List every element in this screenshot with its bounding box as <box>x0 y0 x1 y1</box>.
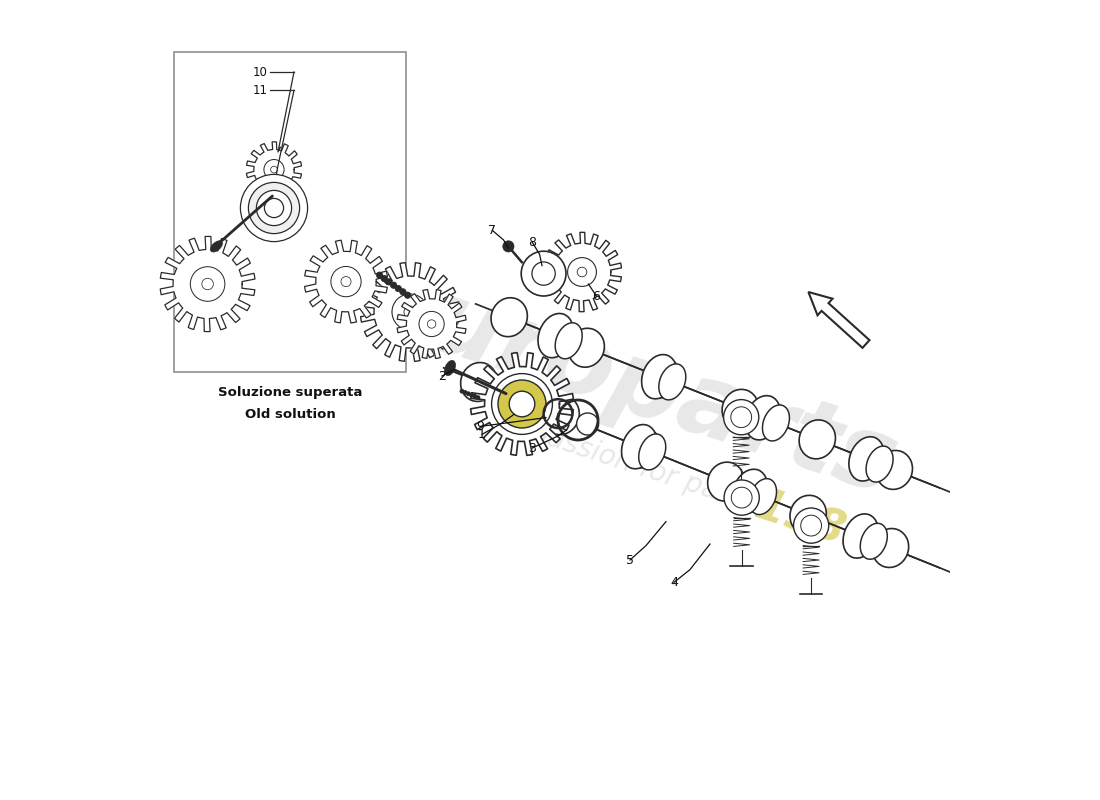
Ellipse shape <box>659 364 685 400</box>
Text: 7: 7 <box>488 224 496 237</box>
Circle shape <box>475 395 481 400</box>
Circle shape <box>341 277 351 286</box>
Circle shape <box>190 266 224 302</box>
Circle shape <box>392 294 428 330</box>
Ellipse shape <box>872 529 909 567</box>
Circle shape <box>724 480 759 515</box>
Text: 2: 2 <box>438 370 446 382</box>
Ellipse shape <box>860 523 888 559</box>
Ellipse shape <box>707 462 744 501</box>
Circle shape <box>405 292 410 298</box>
Circle shape <box>503 241 514 252</box>
Circle shape <box>331 266 361 297</box>
Ellipse shape <box>538 314 573 358</box>
Ellipse shape <box>722 390 758 428</box>
Circle shape <box>256 190 292 226</box>
Ellipse shape <box>745 396 781 440</box>
Circle shape <box>428 320 436 328</box>
Text: a passion for parts: a passion for parts <box>503 410 758 518</box>
FancyBboxPatch shape <box>174 52 406 372</box>
Ellipse shape <box>749 478 777 514</box>
Circle shape <box>578 267 586 277</box>
Ellipse shape <box>491 298 527 337</box>
Text: 3: 3 <box>528 442 537 454</box>
Circle shape <box>492 374 552 434</box>
Circle shape <box>264 159 284 180</box>
Circle shape <box>249 182 299 234</box>
Circle shape <box>395 286 402 292</box>
FancyArrow shape <box>808 292 869 348</box>
Polygon shape <box>471 353 573 455</box>
Ellipse shape <box>568 328 604 367</box>
Polygon shape <box>361 262 460 362</box>
Polygon shape <box>542 232 621 312</box>
Polygon shape <box>443 368 960 576</box>
Text: 1985: 1985 <box>748 484 880 564</box>
Circle shape <box>724 399 759 435</box>
Text: 5: 5 <box>626 554 634 566</box>
Ellipse shape <box>461 362 497 402</box>
Circle shape <box>264 198 284 218</box>
Ellipse shape <box>876 450 913 490</box>
Ellipse shape <box>645 359 681 398</box>
Ellipse shape <box>625 429 662 468</box>
Ellipse shape <box>639 434 665 470</box>
Polygon shape <box>305 240 387 323</box>
Ellipse shape <box>790 495 826 534</box>
Circle shape <box>381 275 387 282</box>
Text: Soluzione superata: Soluzione superata <box>218 386 362 399</box>
Polygon shape <box>397 290 466 358</box>
Circle shape <box>498 380 546 428</box>
Circle shape <box>466 391 471 396</box>
Circle shape <box>470 393 474 398</box>
Circle shape <box>399 289 406 295</box>
Ellipse shape <box>799 420 836 459</box>
Circle shape <box>271 166 277 173</box>
Circle shape <box>419 311 444 337</box>
Circle shape <box>201 278 213 290</box>
Circle shape <box>516 398 528 410</box>
Ellipse shape <box>762 405 790 441</box>
Circle shape <box>504 386 541 422</box>
Polygon shape <box>475 304 960 496</box>
Ellipse shape <box>556 322 582 358</box>
Circle shape <box>463 390 467 395</box>
Circle shape <box>241 174 308 242</box>
Polygon shape <box>246 142 301 198</box>
Ellipse shape <box>210 241 222 252</box>
Text: 10: 10 <box>253 66 267 78</box>
Ellipse shape <box>733 470 768 514</box>
Circle shape <box>404 306 416 318</box>
Ellipse shape <box>621 425 657 469</box>
Text: 9: 9 <box>476 420 484 433</box>
Circle shape <box>460 389 464 394</box>
Text: 8: 8 <box>528 236 537 249</box>
Circle shape <box>390 282 397 288</box>
Circle shape <box>521 251 566 296</box>
Ellipse shape <box>843 514 879 558</box>
Text: 4: 4 <box>670 576 678 589</box>
Ellipse shape <box>866 446 893 482</box>
Circle shape <box>386 278 392 285</box>
Ellipse shape <box>543 396 580 434</box>
Circle shape <box>576 413 598 435</box>
Circle shape <box>509 391 535 417</box>
Circle shape <box>376 272 383 278</box>
Circle shape <box>472 394 477 398</box>
Ellipse shape <box>510 380 546 424</box>
Text: 1: 1 <box>478 428 486 441</box>
Circle shape <box>793 508 828 543</box>
Ellipse shape <box>528 390 556 426</box>
Text: 6: 6 <box>593 290 601 302</box>
Text: 11: 11 <box>253 84 267 97</box>
Polygon shape <box>161 236 255 332</box>
Text: Old solution: Old solution <box>244 408 336 421</box>
Ellipse shape <box>849 437 884 481</box>
Text: europarts: europarts <box>352 253 907 515</box>
Ellipse shape <box>641 354 676 399</box>
Ellipse shape <box>444 361 455 375</box>
Circle shape <box>568 258 596 286</box>
